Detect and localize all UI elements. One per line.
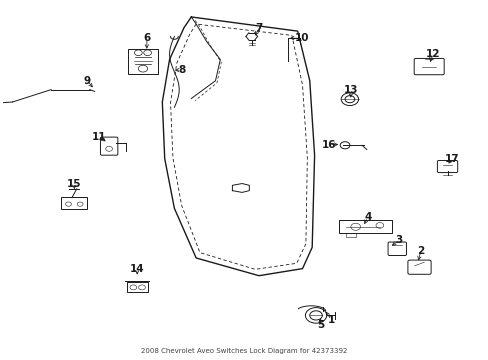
Text: 13: 13 (343, 85, 357, 95)
Text: 6: 6 (143, 33, 150, 43)
Text: 2008 Chevrolet Aveo Switches Lock Diagram for 42373392: 2008 Chevrolet Aveo Switches Lock Diagra… (141, 348, 347, 354)
Text: 15: 15 (67, 179, 81, 189)
Text: 5: 5 (316, 320, 324, 330)
Text: 14: 14 (130, 264, 144, 274)
Text: 8: 8 (178, 65, 185, 75)
Text: 9: 9 (83, 76, 91, 86)
Text: 17: 17 (444, 154, 459, 164)
Text: 12: 12 (425, 49, 439, 59)
Text: 16: 16 (321, 140, 336, 149)
Text: 10: 10 (295, 33, 309, 43)
Text: 2: 2 (416, 246, 424, 256)
Text: 11: 11 (92, 132, 106, 143)
Text: 7: 7 (255, 23, 262, 33)
Text: 1: 1 (327, 315, 334, 325)
Text: 3: 3 (395, 235, 402, 245)
Text: 4: 4 (364, 212, 371, 222)
